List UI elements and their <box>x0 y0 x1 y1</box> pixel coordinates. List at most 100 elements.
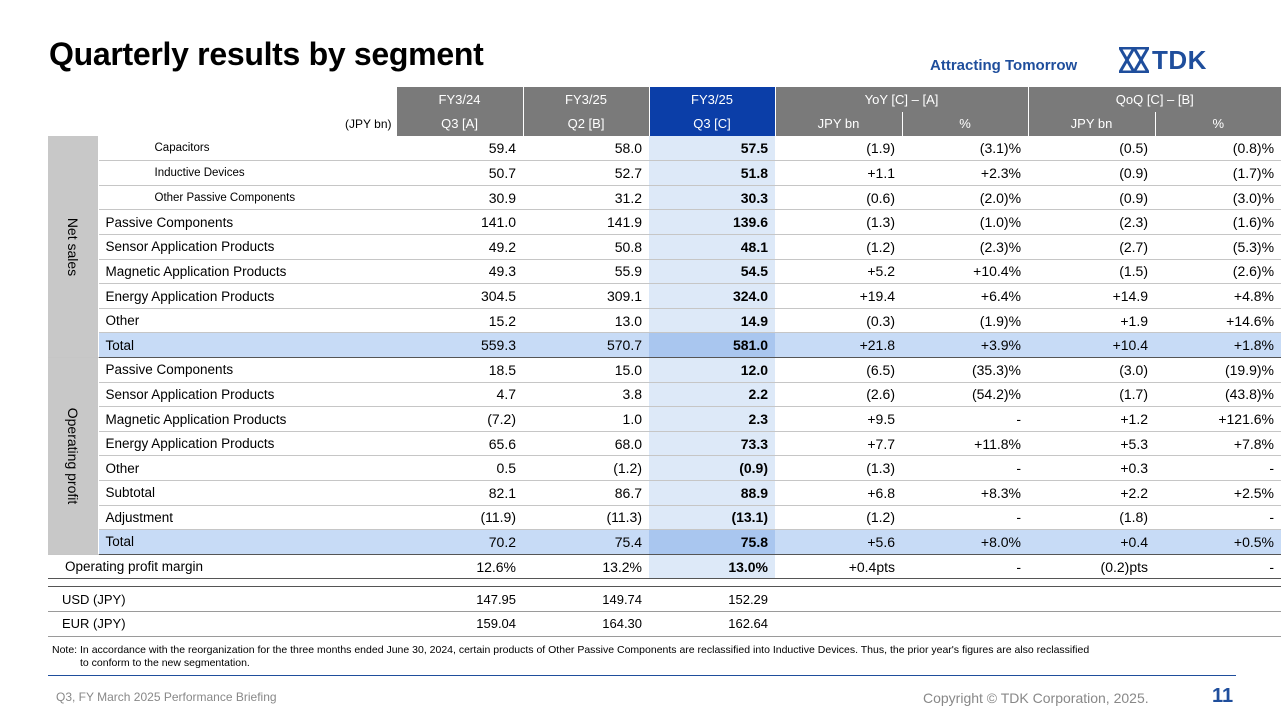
cell-q3a: 49.2 <box>396 234 524 260</box>
col-q3a: Q3 [A] <box>395 111 524 137</box>
cell-qoq: +14.9 <box>1028 283 1156 309</box>
table-row: Other 0.5 (1.2) (0.9) (1.3) - +0.3 - <box>48 455 1281 481</box>
row-label: Total <box>98 529 397 555</box>
cell-q2b: 309.1 <box>523 283 650 309</box>
cell-yoy-pct: (1.0)% <box>902 209 1029 236</box>
row-label: Other Passive Components <box>98 185 397 211</box>
cell-q3a: 65.6 <box>396 431 524 457</box>
cell-q2b: 75.4 <box>523 529 650 555</box>
tagline: Attracting Tomorrow <box>930 57 1078 74</box>
table-row: Other 15.2 13.0 14.9 (0.3) (1.9)% +1.9 +… <box>48 308 1281 334</box>
row-label: Energy Application Products <box>98 283 397 309</box>
cell-q3c: 139.6 <box>649 209 776 236</box>
cell-q3c: 57.5 <box>649 136 776 162</box>
cell-qoq-pct: +1.8% <box>1155 332 1281 359</box>
cell-yoy-pct: (54.2)% <box>902 382 1029 408</box>
cell-q2b: 15.0 <box>523 357 650 383</box>
row-label: Passive Components <box>98 357 397 383</box>
cell-yoy: (1.3) <box>775 209 903 236</box>
cell-yoy: +9.5 <box>775 406 903 432</box>
cell-q3a: 59.4 <box>396 136 524 162</box>
cell-q3c: 88.9 <box>649 480 776 506</box>
cell-yoy-pct: - <box>902 505 1029 531</box>
cell-q2b: 68.0 <box>523 431 650 457</box>
table-row: Other Passive Components 30.9 31.2 30.3 … <box>48 185 1281 211</box>
cell-q3a: 15.2 <box>396 308 524 334</box>
cell-yoy: +0.4pts <box>775 554 903 580</box>
cell-qoq: (1.7) <box>1028 382 1156 408</box>
cell-q3a: 49.3 <box>396 259 524 285</box>
cell-qoq: (1.8) <box>1028 505 1156 531</box>
cell-yoy: (1.2) <box>775 234 903 260</box>
cell-q2b: 13.2% <box>523 554 650 580</box>
operating-profit-section: Operating profit Passive Components 18.5… <box>48 357 1281 555</box>
cell-q2b: (11.3) <box>523 505 650 531</box>
brand-name: TDK <box>1152 45 1207 75</box>
cell-yoy: (0.6) <box>775 185 903 211</box>
col-q3c: Q3 [C] <box>648 111 776 137</box>
fx-row-usd: USD (JPY) 147.95 149.74 152.29 <box>48 586 1281 612</box>
cell-yoy: +21.8 <box>775 332 903 359</box>
cell-yoy: +5.2 <box>775 259 903 285</box>
cell-q3a: 159.04 <box>396 611 524 637</box>
cell-q2b: 55.9 <box>523 259 650 285</box>
cell-q3a: 12.6% <box>396 554 524 580</box>
row-label: USD (JPY) <box>48 586 397 612</box>
page-number: 11 <box>1212 685 1234 707</box>
cell-qoq-pct: - <box>1155 505 1281 531</box>
cell-qoq: (3.0) <box>1028 357 1156 383</box>
footnote: Note: In accordance with the reorganizat… <box>52 644 1247 669</box>
cell-qoq: (1.5) <box>1028 259 1156 285</box>
table-row: Magnetic Application Products 49.3 55.9 … <box>48 259 1281 285</box>
cell-q2b: 58.0 <box>523 136 650 162</box>
cell-q3c: 54.5 <box>649 259 776 285</box>
cell-q3a: (11.9) <box>396 505 524 531</box>
col-yoy-pct: % <box>901 111 1029 137</box>
table-row: Sensor Application Products 49.2 50.8 48… <box>48 234 1281 260</box>
cell-q3c: 75.8 <box>649 529 776 555</box>
cell-q3a: 0.5 <box>396 455 524 481</box>
cell-qoq-pct: (2.6)% <box>1155 259 1281 285</box>
row-label: Other <box>98 455 397 481</box>
cell-qoq: +1.2 <box>1028 406 1156 432</box>
cell-yoy-pct: +6.4% <box>902 283 1029 309</box>
cell-q3c: 2.2 <box>649 382 776 408</box>
cell-yoy-pct: (1.9)% <box>902 308 1029 334</box>
cell-q3a: 141.0 <box>396 209 524 236</box>
row-label: Magnetic Application Products <box>98 259 397 285</box>
net-sales-section-label: Net sales <box>48 136 99 359</box>
cell-yoy: (2.6) <box>775 382 903 408</box>
cell-q3a: 147.95 <box>396 586 524 612</box>
cell-q3c: 162.64 <box>649 611 776 637</box>
cell-yoy-pct: - <box>902 455 1029 481</box>
cell-yoy: (1.9) <box>775 136 903 162</box>
cell-yoy-pct: (35.3)% <box>902 357 1029 383</box>
cell-yoy-pct: - <box>902 554 1029 580</box>
cell-q2b: 164.30 <box>523 611 650 637</box>
cell-q3a: 304.5 <box>396 283 524 309</box>
cell-qoq-pct: - <box>1155 554 1281 580</box>
unit-label: (JPY bn) <box>345 116 392 131</box>
cell-qoq-pct: (5.3)% <box>1155 234 1281 260</box>
cell-q2b: 52.7 <box>523 160 650 186</box>
cell-qoq-pct: +14.6% <box>1155 308 1281 334</box>
yoy-header: YoY [C] – [A] <box>774 87 1029 112</box>
cell-qoq-pct: +2.5% <box>1155 480 1281 506</box>
period-b-header: FY3/25 <box>522 87 650 112</box>
cell-qoq-pct: (1.7)% <box>1155 160 1281 186</box>
cell-yoy: (1.3) <box>775 455 903 481</box>
footer-title: Q3, FY March 2025 Performance Briefing <box>56 690 277 704</box>
cell-qoq-pct: +4.8% <box>1155 283 1281 309</box>
table-row: Magnetic Application Products (7.2) 1.0 … <box>48 406 1281 432</box>
cell-qoq: (0.2)pts <box>1028 554 1156 580</box>
operating-profit-section-label: Operating profit <box>48 357 99 555</box>
cell-q3a: (7.2) <box>396 406 524 432</box>
cell-yoy: (6.5) <box>775 357 903 383</box>
cell-yoy-pct: - <box>902 406 1029 432</box>
row-label: EUR (JPY) <box>48 611 397 637</box>
cell-q2b: (1.2) <box>523 455 650 481</box>
row-label: Inductive Devices <box>98 160 397 186</box>
cell-q3c: 324.0 <box>649 283 776 309</box>
cell-q3c: 51.8 <box>649 160 776 186</box>
period-c-header: FY3/25 <box>648 87 776 112</box>
